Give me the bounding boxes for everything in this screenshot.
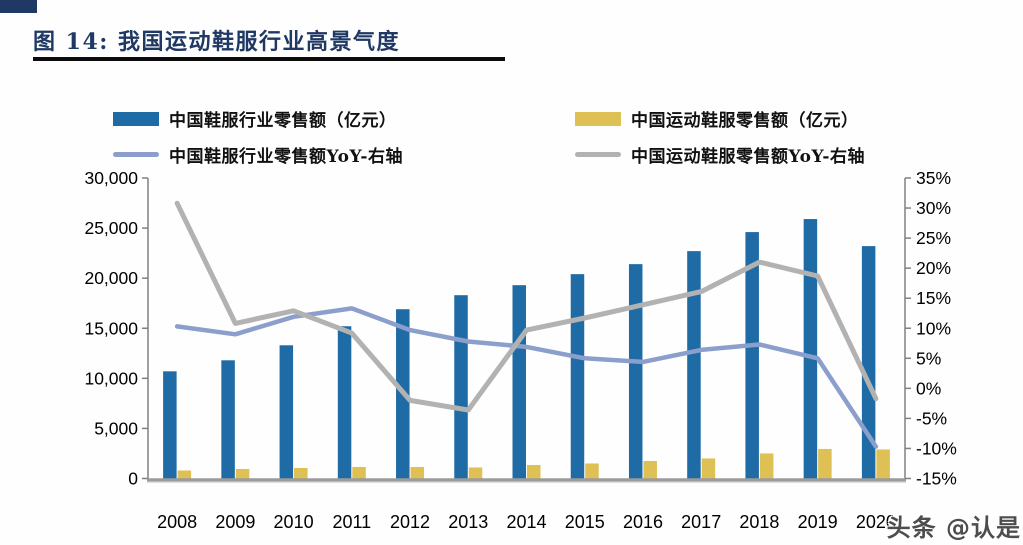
left-axis-label-10,000: 10,000: [84, 368, 138, 388]
right-axis-label-25%: 25%: [916, 228, 951, 248]
right-axis-label-15%: 15%: [916, 288, 951, 308]
right-axis-label-35%: 35%: [916, 168, 951, 188]
bar-industry-2016: [628, 264, 643, 479]
x-axis-label-2013: 2013: [448, 512, 488, 532]
right-axis-label-30%: 30%: [916, 198, 951, 218]
x-axis-label-2008: 2008: [157, 512, 197, 532]
bar-industry-2011: [337, 326, 352, 479]
bar-industry-2013: [454, 295, 468, 479]
left-axis-label-5,000: 5,000: [94, 418, 138, 438]
right-axis-label-5%: 5%: [916, 348, 941, 368]
x-axis-label-2012: 2012: [390, 512, 430, 532]
line-industry-yoy: [174, 306, 879, 449]
legend-item-2: 中国鞋服行业零售额YoY-右轴: [113, 142, 575, 167]
x-axis-label-2014: 2014: [506, 512, 546, 532]
bar-sportswear-2017: [701, 458, 716, 479]
legend-bar-swatch-1: [575, 111, 621, 126]
bar-sportswear-2011: [352, 466, 366, 479]
right-axis-label--10%: -10%: [916, 438, 957, 458]
x-axis-label-2016: 2016: [623, 512, 663, 532]
right-axis-label-20%: 20%: [916, 258, 951, 278]
left-axis-label-0: 0: [128, 469, 138, 489]
bar-sportswear-2008: [177, 470, 192, 479]
bar-sportswear-2009: [235, 468, 250, 479]
x-axis-label-2020: 2020: [856, 512, 896, 532]
left-axis-label-30,000: 30,000: [84, 168, 138, 188]
bar-sportswear-2018: [759, 453, 774, 479]
bar-sportswear-2013: [468, 467, 483, 479]
x-axis-label-2017: 2017: [681, 512, 721, 532]
bar-sportswear-2014: [527, 464, 541, 479]
x-axis-label-2019: 2019: [798, 512, 838, 532]
legend-item-0: 中国鞋服行业零售额（亿元）: [113, 106, 575, 131]
bar-industry-2014: [512, 285, 526, 479]
bar-sportswear-2012: [410, 466, 425, 479]
bar-industry-2015: [570, 274, 585, 479]
bar-industry-2020: [861, 246, 876, 479]
bar-industry-2009: [221, 360, 235, 479]
bar-industry-2010: [279, 345, 294, 479]
x-axis-label-2010: 2010: [274, 512, 314, 532]
bar-sportswear-2010: [294, 467, 308, 479]
legend-line-swatch-3: [575, 152, 621, 157]
watermark: 头条 @认是: [886, 514, 1021, 542]
figure-title: 图 14: 我国运动鞋服行业高景气度: [33, 29, 401, 55]
chart-legend: 中国鞋服行业零售额（亿元） 中国运动鞋服零售额（亿元） 中国鞋服行业零售额YoY-右…: [113, 106, 865, 167]
legend-label-3: 中国运动鞋服零售额YoY-右轴: [631, 147, 865, 167]
bar-sportswear-2016: [643, 460, 657, 479]
legend-label-0: 中国鞋服行业零售额（亿元）: [169, 111, 397, 131]
bar-sportswear-2019: [818, 448, 832, 479]
bar-industry-2008: [163, 371, 177, 479]
legend-bar-swatch-0: [113, 111, 159, 126]
legend-label-2: 中国鞋服行业零售额YoY-右轴: [169, 147, 403, 167]
right-axis-label--5%: -5%: [916, 408, 947, 428]
x-axis-label-2015: 2015: [565, 512, 605, 532]
title-underline: [33, 57, 505, 61]
bar-sportswear-2015: [585, 463, 599, 479]
x-axis-label-2018: 2018: [739, 512, 779, 532]
right-axis-label-10%: 10%: [916, 318, 951, 338]
legend-line-swatch-2: [113, 152, 159, 157]
bar-sportswear-2020: [876, 449, 890, 479]
bar-industry-2018: [745, 232, 759, 479]
x-axis-label-2009: 2009: [215, 512, 255, 532]
corner-accent-block: [0, 0, 37, 13]
left-axis-label-15,000: 15,000: [84, 318, 138, 338]
bar-industry-2019: [803, 219, 818, 479]
x-axis-label-2011: 2011: [332, 512, 371, 532]
right-axis-label-0%: 0%: [916, 378, 941, 398]
left-axis-label-20,000: 20,000: [84, 268, 138, 288]
line-sportswear-yoy: [174, 200, 879, 413]
right-axis-label--15%: -15%: [916, 469, 957, 489]
legend-label-1: 中国运动鞋服零售额（亿元）: [631, 111, 859, 131]
bar-industry-2017: [687, 251, 701, 479]
legend-item-1: 中国运动鞋服零售额（亿元）: [575, 106, 865, 131]
legend-item-3: 中国运动鞋服零售额YoY-右轴: [575, 142, 865, 167]
left-axis-label-25,000: 25,000: [84, 218, 138, 238]
